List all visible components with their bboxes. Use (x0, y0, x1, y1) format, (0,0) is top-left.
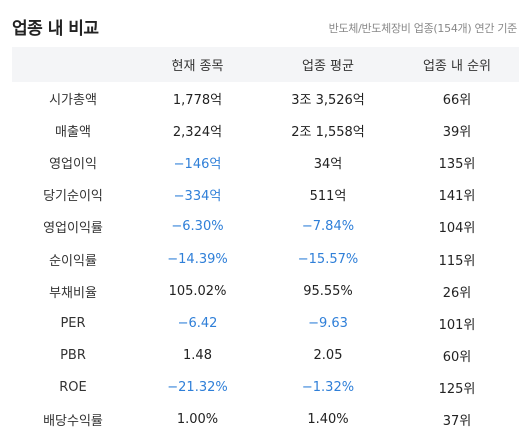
row-label: 부채비율 (49, 285, 97, 301)
row-label: 매출액 (55, 124, 91, 140)
cell-rank: 104위 (438, 221, 476, 237)
header-label (12, 47, 134, 82)
table-header-row: 현재 종목 업종 평균 업종 내 순위 (12, 47, 519, 82)
cell-rank: 37위 (442, 414, 472, 430)
table-row: 영업이익률 −6.30% −7.84% 104위 (12, 211, 519, 243)
cell-rank: 125위 (438, 382, 476, 398)
cell-average: −9.63 (308, 315, 348, 331)
cell-current: 105.02% (168, 283, 227, 299)
cell-current: 1,778억 (172, 92, 223, 108)
row-label: ROE (59, 380, 87, 396)
cell-average: 2.05 (313, 348, 343, 364)
cell-current: 1.48 (183, 348, 212, 364)
row-label: 배당수익률 (43, 414, 103, 430)
table-row: 부채비율 105.02% 95.55% 26위 (12, 275, 519, 307)
cell-average: −15.57% (297, 251, 359, 267)
cell-rank: 115위 (438, 253, 476, 269)
row-label: PER (60, 315, 86, 331)
cell-current: −6.42 (177, 315, 218, 331)
table-row: 매출액 2,324억 2조 1,558억 39위 (12, 114, 519, 146)
table-row: 시가총액 1,778억 3조 3,526억 66위 (12, 82, 519, 114)
header-current: 현재 종목 (171, 59, 224, 74)
row-label: 시가총액 (49, 92, 97, 108)
row-label: PBR (60, 348, 86, 364)
section-header: 업종 내 비교 반도체/반도체장비 업종(154개) 연간 기준 (10, 12, 517, 40)
header-rank: 업종 내 순위 (422, 59, 492, 74)
comparison-table: 현재 종목 업종 평균 업종 내 순위 시가총액 1,778억 3조 3,526억 6… (12, 47, 519, 436)
section-title: 업종 내 비교 (12, 19, 99, 39)
row-label: 순이익률 (49, 253, 97, 269)
cell-current: −21.32% (167, 380, 228, 396)
cell-rank: 141위 (438, 189, 476, 205)
table-row: 영업이익 −146억 34억 135위 (12, 146, 519, 178)
table-row: 순이익률 −14.39% −15.57% 115위 (12, 243, 519, 275)
table-row: ROE −21.32% −1.32% 125위 (12, 372, 519, 404)
cell-rank: 66위 (442, 92, 472, 108)
cell-average: 1.40% (307, 412, 349, 428)
cell-average: 95.55% (303, 283, 353, 299)
cell-rank: 101위 (438, 317, 476, 333)
table-row: 당기순이익 −334억 511억 141위 (12, 179, 519, 211)
cell-current: 2,324억 (172, 124, 223, 140)
table-row: PER −6.42 −9.63 101위 (12, 307, 519, 339)
header-average: 업종 평균 (302, 59, 354, 74)
cell-average: −1.32% (301, 380, 355, 396)
row-label: 당기순이익 (43, 189, 103, 205)
cell-rank: 135위 (438, 156, 476, 172)
cell-average: 3조 3,526억 (291, 92, 365, 108)
cell-average: 511억 (309, 189, 347, 205)
cell-rank: 26위 (442, 285, 472, 301)
cell-current: −6.30% (171, 219, 224, 235)
cell-rank: 60위 (442, 350, 472, 366)
row-label: 영업이익률 (43, 221, 103, 237)
cell-rank: 39위 (442, 124, 472, 140)
table-row: PBR 1.48 2.05 60위 (12, 340, 519, 372)
cell-current: −334억 (173, 189, 222, 205)
row-label: 영업이익 (49, 156, 97, 172)
cell-average: 34억 (313, 156, 343, 172)
cell-average: 2조 1,558억 (291, 124, 365, 140)
cell-average: −7.84% (301, 219, 355, 235)
section-subtitle: 반도체/반도체장비 업종(154개) 연간 기준 (328, 22, 518, 35)
cell-current: −14.39% (167, 251, 228, 267)
cell-current: −146억 (173, 156, 222, 172)
cell-current: 1.00% (176, 412, 219, 428)
table-row: 배당수익률 1.00% 1.40% 37위 (12, 404, 519, 436)
